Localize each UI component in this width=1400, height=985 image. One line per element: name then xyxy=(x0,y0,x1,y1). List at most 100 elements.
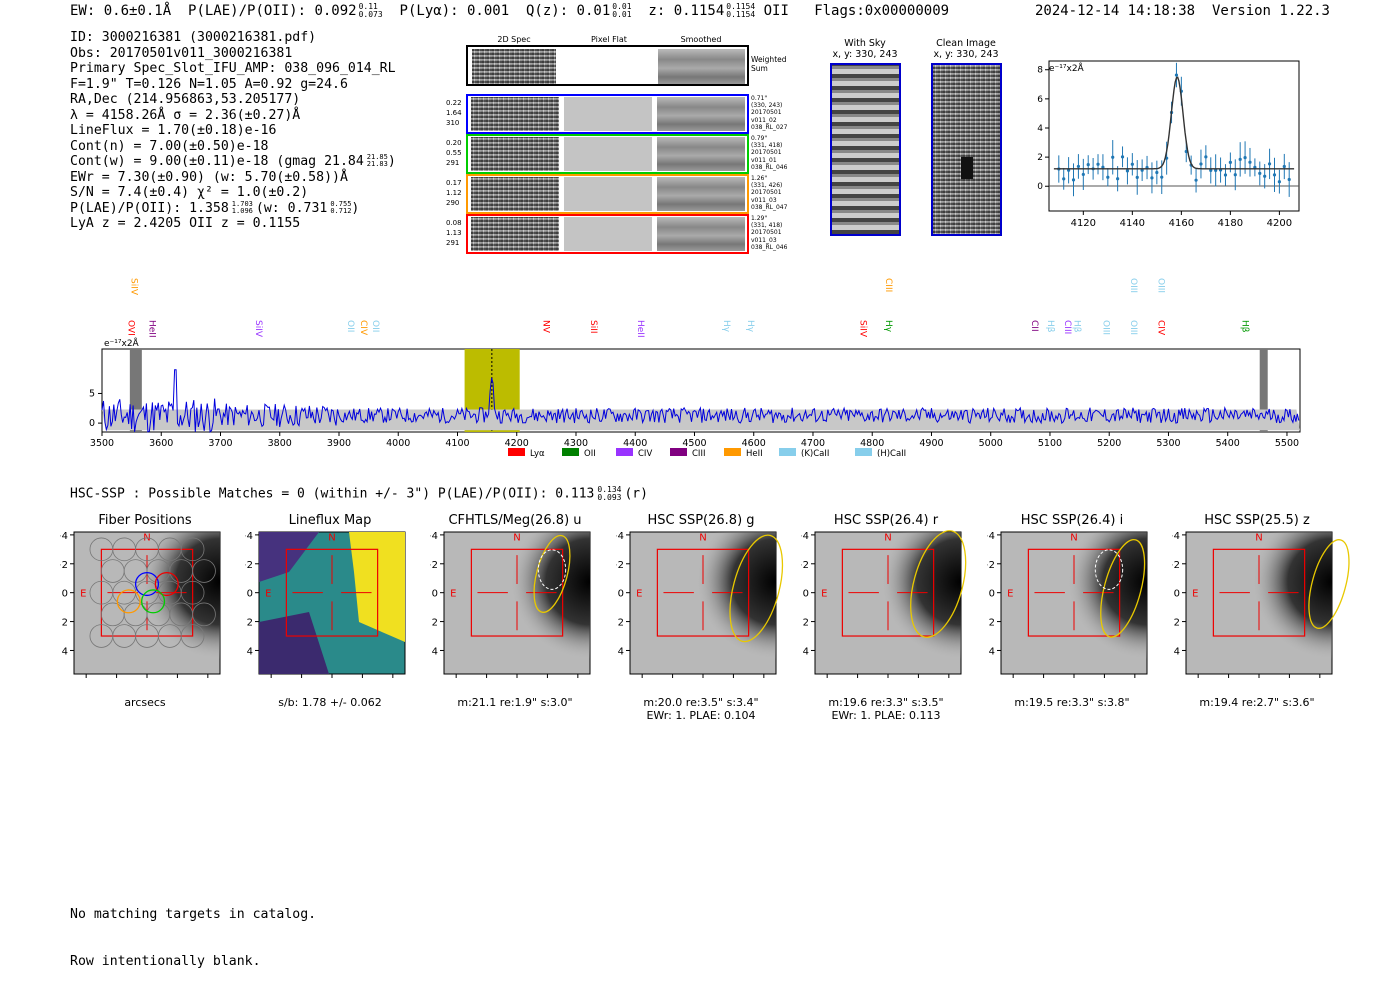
cutout-2d-spec xyxy=(471,137,559,171)
fiber-highlight xyxy=(141,589,166,614)
zoom-data-point xyxy=(1287,177,1291,182)
spectral-line-label: Hβ xyxy=(1240,320,1250,333)
cutout-pixel-flat xyxy=(564,97,652,131)
cutout-stat: 1.13 xyxy=(446,229,462,237)
legend-label: Lyα xyxy=(530,449,545,459)
aperture-box xyxy=(1212,548,1306,637)
info-lineflux: LineFlux = 1.70(±0.18)e-16 xyxy=(70,123,277,138)
cutout-stat: 310 xyxy=(446,119,460,127)
plae-lo: 0.073 xyxy=(358,10,383,19)
q-hi: 0.01 xyxy=(612,2,632,11)
north-label: N xyxy=(1255,533,1262,544)
zoom-data-point xyxy=(1071,178,1076,182)
cutout-row-right-meta: 0.71" (330, 243) 20170501 v011_02 038_RL_027 xyxy=(751,95,796,131)
spectrum-ytick-label: 5 xyxy=(89,388,95,399)
zoom-data-point xyxy=(1086,163,1090,167)
panel-ytick-label: −2 xyxy=(801,560,809,571)
spectrum-xtick-label: 4600 xyxy=(742,438,766,449)
zoom-data-point xyxy=(1174,73,1179,77)
east-label: E xyxy=(1007,588,1013,599)
panel-caption-line-1: m:19.5 re:3.3" s:3.8" xyxy=(1014,696,1130,709)
legend-swatch xyxy=(855,448,872,456)
spectrum-xtick-label: 3700 xyxy=(208,438,232,449)
zoom-ytick-label: 4 xyxy=(1037,124,1043,134)
spectrum-xtick-label: 3800 xyxy=(268,438,292,449)
panel-ytick-label: 4 xyxy=(989,646,995,657)
catalog-ellipse xyxy=(537,549,567,590)
weighted-sum-label: Weighted Sum xyxy=(751,55,787,73)
panel-title: HSC SSP(26.8) g xyxy=(647,513,755,528)
aperture-box xyxy=(470,548,564,637)
panel-ytick-label: 2 xyxy=(432,618,438,629)
panel-caption: arcsecs xyxy=(50,696,240,709)
panel-caption-line-2: EWr: 1. PLAE: 0.113 xyxy=(831,709,941,722)
panel-caption: m:19.4 re:2.7" s:3.6" xyxy=(1162,696,1352,709)
cutout-pixel-flat xyxy=(564,137,652,171)
zoom-line-fit-chart: e⁻¹⁷x2Å 4120 4140 4160 4180 4200 0 2 4 6 8 xyxy=(1037,60,1300,229)
panel-caption: m:19.6 re:3.3" s:3.5" EWr: 1. PLAE: 0.113 xyxy=(791,696,981,722)
spectrum-xtick-label: 5300 xyxy=(1156,438,1180,449)
cutout-stat: 0.20 xyxy=(446,139,462,147)
cutout-stat: 0.17 xyxy=(446,179,462,187)
panel-title: CFHTLS/Meg(26.8) u xyxy=(448,513,582,528)
panel-caption-line-1: arcsecs xyxy=(124,696,166,709)
spectral-line-label: CIII xyxy=(883,278,893,292)
source-ellipse xyxy=(1308,539,1350,629)
north-label: N xyxy=(328,533,335,544)
panel-ytick-label: −2 xyxy=(430,560,438,571)
info-block: ID: 3000216381 (3000216381.pdf) Obs: 201… xyxy=(70,30,396,232)
legend-swatch xyxy=(508,448,525,456)
spectrum-unit: e⁻¹⁷x2Å xyxy=(104,337,140,349)
spectrum-xtick-label: 4400 xyxy=(623,438,647,449)
flags-value: Flags:0x00000009 xyxy=(814,3,950,19)
cutout-2d-spec xyxy=(471,97,559,131)
legend-swatch xyxy=(670,448,687,456)
panel-ytick-label: 4 xyxy=(803,646,809,657)
aperture-box xyxy=(285,548,379,637)
zoom-unit: e⁻¹⁷x2Å xyxy=(1049,62,1085,74)
zoom-data-point xyxy=(1267,162,1272,166)
cutout-stat: 1.12 xyxy=(446,189,462,197)
zoom-data-point xyxy=(1223,173,1228,177)
panel-title: HSC SSP(25.5) z xyxy=(1204,513,1310,528)
zoom-data-point xyxy=(1282,164,1286,169)
panel-ytick-label: 4 xyxy=(1174,646,1180,657)
fiber-highlight xyxy=(134,571,160,597)
east-label: E xyxy=(265,588,271,599)
panel-ytick-label: 4 xyxy=(618,646,624,657)
cutout-stat: 291 xyxy=(446,239,460,247)
weighted-smooth xyxy=(658,49,745,84)
info-obs: Obs: 20170501v011_3000216381 xyxy=(70,45,293,61)
spectrum-xtick-label: 4100 xyxy=(445,438,469,449)
fiber-circle xyxy=(180,537,205,562)
spectrum-xtick-label: 5400 xyxy=(1216,438,1240,449)
imaging-panel: NE−44−22002−24−4 xyxy=(245,531,406,678)
zoom-data-point xyxy=(1258,171,1262,175)
spectrum-xtick-label: 4800 xyxy=(860,438,884,449)
zoom-data-point xyxy=(1081,172,1085,177)
panel-ytick-label: 0 xyxy=(989,589,995,600)
legend-swatch xyxy=(724,448,741,456)
zoom-ytick-label: 6 xyxy=(1037,95,1043,105)
zoom-xtick-label: 4160 xyxy=(1169,218,1194,229)
panel-ytick-label: 0 xyxy=(247,589,253,600)
cutout-pixel-flat xyxy=(564,217,652,251)
cutout-meta: v011_02 xyxy=(751,116,777,124)
spectral-line-label: OII xyxy=(370,320,380,332)
cutout-meta: (331, 418) xyxy=(751,142,783,150)
aperture-box xyxy=(841,548,935,637)
zoom-data-point xyxy=(1243,155,1247,160)
imaging-panel: NE−44−22002−24−4 xyxy=(616,531,784,678)
spectral-line-label: SiIV xyxy=(129,278,139,296)
fiber-circle xyxy=(180,580,205,605)
zoom-data-point xyxy=(1116,177,1120,181)
plae2-hi: 1.703 xyxy=(231,199,253,208)
plae2-lo: 1.096 xyxy=(231,206,253,215)
spectrum-xtick-label: 4200 xyxy=(505,438,529,449)
spectral-line-label: Hγ xyxy=(721,320,731,333)
header-bar: EW: 0.6±0.1Å P(LAE)/P(OII): 0.092 0.11 0.0… xyxy=(70,2,950,20)
legend-swatch xyxy=(616,448,633,456)
clean-source-blob xyxy=(961,157,973,179)
panel-caption: m:20.0 re:3.5" s:3.4" EWr: 1. PLAE: 0.104 xyxy=(606,696,796,722)
plae-hi: 0.11 xyxy=(358,2,378,11)
